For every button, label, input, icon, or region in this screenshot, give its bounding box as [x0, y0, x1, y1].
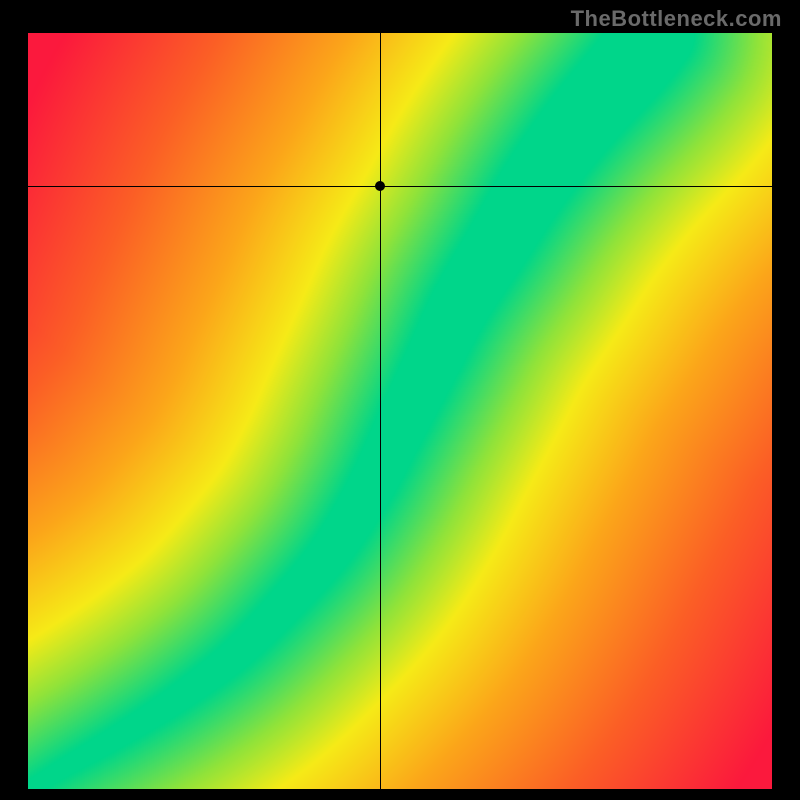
plot-area	[28, 33, 772, 789]
crosshair-horizontal	[28, 186, 772, 187]
heatmap-canvas	[28, 33, 772, 789]
crosshair-marker	[375, 181, 385, 191]
crosshair-vertical	[380, 33, 381, 789]
watermark-text: TheBottleneck.com	[571, 6, 782, 32]
